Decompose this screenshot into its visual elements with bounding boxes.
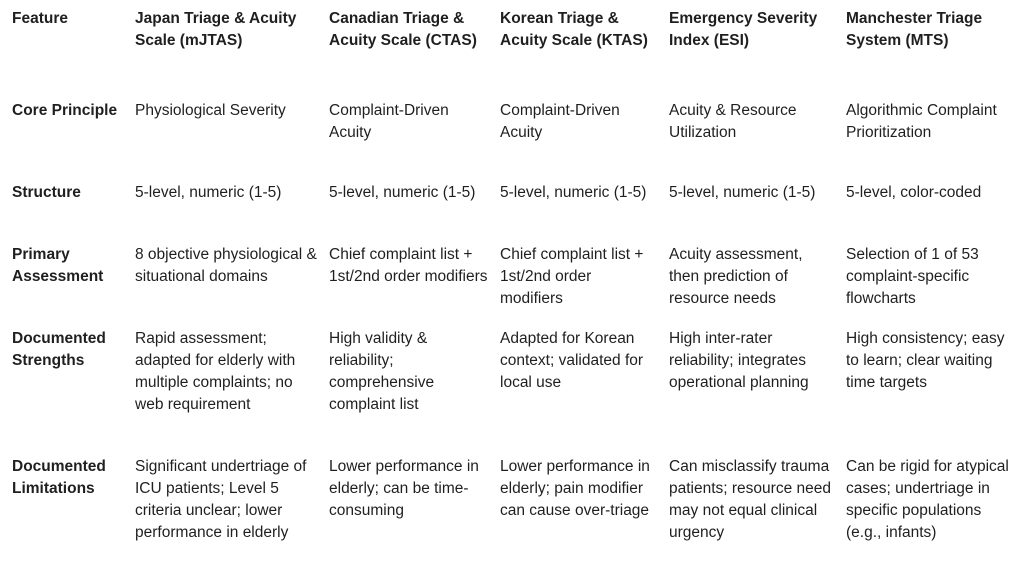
table-cell: 5-level, numeric (1-5) — [500, 184, 647, 201]
column-header-ktas: Korean Triage & Acuity Scale (KTAS) — [500, 10, 648, 49]
table-row: Primary Assessment 8 objective physiolog… — [0, 234, 1024, 318]
table-cell: Lower performance in elderly; can be tim… — [329, 458, 479, 519]
table-row: Structure 5-level, numeric (1-5) 5-level… — [0, 172, 1024, 234]
row-label: Primary Assessment — [12, 246, 104, 285]
table-cell: Chief complaint list + 1st/2nd order mod… — [329, 246, 488, 285]
table-cell: Significant undertriage of ICU patients;… — [135, 458, 307, 541]
table-cell: 5-level, numeric (1-5) — [329, 184, 476, 201]
table-cell: Lower performance in elderly; pain modif… — [500, 458, 650, 519]
column-header-ctas: Canadian Triage & Acuity Scale (CTAS) — [329, 10, 477, 49]
table-cell: High consistency; easy to learn; clear w… — [846, 330, 1005, 391]
table-cell: Can be rigid for atypical cases; undertr… — [846, 458, 1009, 541]
table-row: Documented Limitations Significant under… — [0, 446, 1024, 562]
table-cell: Complaint-Driven Acuity — [329, 102, 449, 141]
table-cell: 5-level, numeric (1-5) — [669, 184, 816, 201]
table-cell: Selection of 1 of 53 complaint-specific … — [846, 246, 979, 307]
table-cell: Can misclassify trauma patients; resourc… — [669, 458, 831, 541]
column-header-mts: Manchester Triage System (MTS) — [846, 10, 983, 49]
table-cell: Physiological Severity — [135, 102, 286, 119]
table-cell: 8 objective physiological & situational … — [135, 246, 317, 285]
table-cell: 5-level, color-coded — [846, 184, 982, 201]
table-cell: 5-level, numeric (1-5) — [135, 184, 282, 201]
column-header-esi: Emergency Severity Index (ESI) — [669, 10, 818, 49]
row-label: Core Principle — [12, 102, 118, 119]
table-cell: Complaint-Driven Acuity — [500, 102, 620, 141]
table-cell: Rapid assessment; adapted for elderly wi… — [135, 330, 296, 413]
column-header-feature: Feature — [12, 10, 68, 27]
table-row: Core Principle Physiological Severity Co… — [0, 90, 1024, 172]
column-header-mjtas: Japan Triage & Acuity Scale (mJTAS) — [135, 10, 297, 49]
row-label: Documented Limitations — [12, 458, 106, 497]
table-cell: High validity & reliability; comprehensi… — [329, 330, 435, 413]
row-label: Structure — [12, 184, 81, 201]
table-row: Documented Strengths Rapid assessment; a… — [0, 318, 1024, 446]
table-cell: Algorithmic Complaint Prioritization — [846, 102, 997, 141]
table-cell: Adapted for Korean context; validated fo… — [500, 330, 644, 391]
table-cell: Chief complaint list + 1st/2nd order mod… — [500, 246, 644, 307]
table-cell: Acuity & Resource Utilization — [669, 102, 797, 141]
table-cell: Acuity assessment, then prediction of re… — [669, 246, 803, 307]
row-label: Documented Strengths — [12, 330, 106, 369]
table-cell: High inter-rater reliability; integrates… — [669, 330, 809, 391]
header-row: Feature Japan Triage & Acuity Scale (mJT… — [0, 0, 1024, 90]
